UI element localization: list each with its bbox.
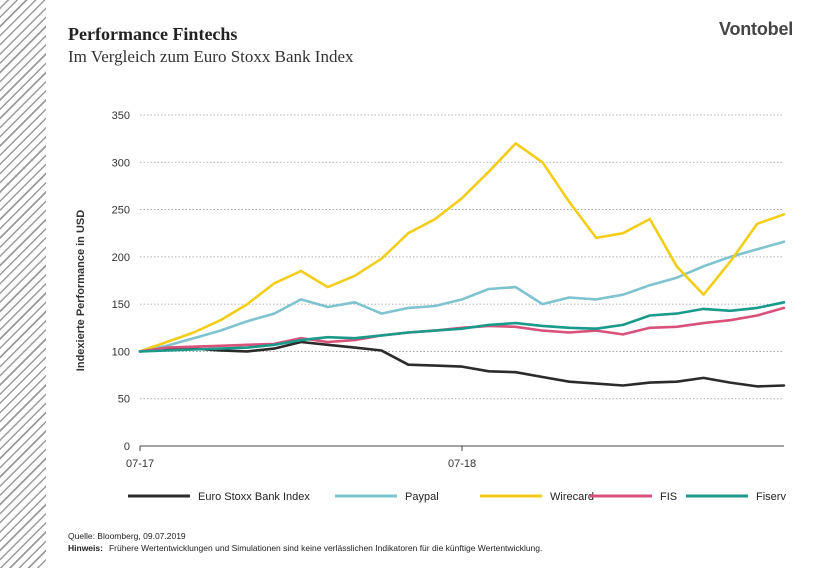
series-line-wirecard [138,142,786,353]
legend-label: Paypal [405,491,439,503]
series-line-paypal [138,240,786,353]
disclaimer-label: Hinweis: [68,543,103,553]
y-axis-label: Indexierte Performance in USD [75,210,87,371]
y-tick-label: 300 [112,157,130,169]
chart-title: Performance Fintechs [68,24,238,44]
x-tick-label: 07-17 [126,458,154,470]
legend-item: Wirecard [480,491,594,503]
legend-item: Euro Stoxx Bank Index [128,491,310,503]
x-axis-ticks: 07-17 07-18 [126,446,476,470]
chart-legend: Euro Stoxx Bank Index Paypal Wirecard FIS Fi… [128,491,786,503]
x-tick-label: 07-18 [448,458,476,470]
chart-gridlines [140,114,784,447]
legend-item: FIS [590,491,677,503]
chart-subtitle: Im Vergleich zum Euro Stoxx Bank Index [68,47,354,66]
y-tick-label: 150 [112,299,130,311]
line-chart: 0 50 100 150 200 250 300 350 07-17 07-18 Indexie… [75,110,786,503]
series-line-euro-stoxx-bank-index [138,340,786,388]
series-line-fiserv [138,300,786,353]
decorative-hatch-band [0,0,46,568]
chart-series [138,142,786,388]
y-axis-ticks: 0 50 100 150 200 250 300 350 [112,110,130,453]
y-tick-label: 250 [112,205,130,217]
legend-label: Fiserv [756,491,786,503]
legend-label: Wirecard [550,491,594,503]
y-tick-label: 50 [118,394,130,406]
legend-label: FIS [660,491,677,503]
source-note: Quelle: Bloomberg, 09.07.2019 [68,531,186,541]
y-tick-label: 0 [124,441,130,453]
disclaimer-note: Hinweis: Frühere Wertentwicklungen und Si… [68,543,542,553]
y-tick-label: 350 [112,110,130,122]
y-tick-label: 200 [112,252,130,264]
legend-label: Euro Stoxx Bank Index [198,491,310,503]
legend-item: Fiserv [686,491,786,503]
y-tick-label: 100 [112,346,130,358]
vontobel-logo: Vontobel [719,19,794,39]
legend-item: Paypal [335,491,439,503]
disclaimer-text: Frühere Wertentwicklungen und Simulation… [108,543,543,553]
